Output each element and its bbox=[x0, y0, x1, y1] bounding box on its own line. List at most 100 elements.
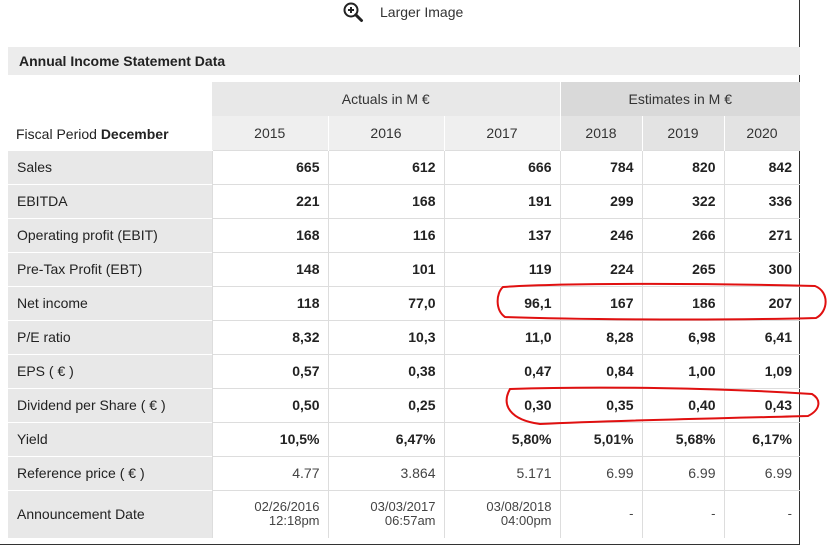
table-row: Pre-Tax Profit (EBT) 148 101 119 224 265… bbox=[8, 251, 800, 286]
cell-value: 820 bbox=[641, 149, 724, 184]
cell-value: 96,1 bbox=[443, 285, 560, 320]
cell-value: 8,32 bbox=[211, 319, 328, 354]
cell-value: 336 bbox=[723, 183, 800, 218]
cell-value: 6,47% bbox=[327, 421, 444, 456]
table-row: EPS ( € ) 0,57 0,38 0,47 0,84 1,00 1,09 bbox=[8, 353, 800, 388]
cell-value: 612 bbox=[327, 149, 444, 184]
announcement-date-cell: - bbox=[559, 489, 642, 538]
table-row: Yield 10,5% 6,47% 5,80% 5,01% 5,68% 6,17… bbox=[8, 421, 800, 456]
announcement-date-cell: - bbox=[723, 489, 800, 538]
cell-value: 1,09 bbox=[723, 353, 800, 388]
cell-value: 665 bbox=[211, 149, 328, 184]
row-label: Pre-Tax Profit (EBT) bbox=[8, 251, 212, 286]
cell-value: 0,38 bbox=[327, 353, 444, 388]
cell-value: 10,5% bbox=[211, 421, 328, 456]
cell-value: 0,47 bbox=[443, 353, 560, 388]
cell-value: 6.99 bbox=[723, 455, 800, 490]
cell-value: 101 bbox=[327, 251, 444, 286]
cell-value: 666 bbox=[443, 149, 560, 184]
cell-value: 6.99 bbox=[559, 455, 642, 490]
cell-value: 3.864 bbox=[327, 455, 444, 490]
row-label: Sales bbox=[8, 149, 212, 184]
cell-value: 842 bbox=[723, 149, 800, 184]
cell-value: 221 bbox=[211, 183, 328, 218]
year-header: 2015 bbox=[212, 116, 329, 150]
cell-value: 265 bbox=[641, 251, 724, 286]
cell-value: 77,0 bbox=[327, 285, 444, 320]
actuals-header: Actuals in M € bbox=[212, 82, 561, 116]
table-row: Reference price ( € ) 4.77 3.864 5.171 6… bbox=[8, 455, 800, 490]
income-statement-table: Fiscal Period December Actuals in M € Es… bbox=[8, 82, 801, 538]
cell-value: 10,3 bbox=[327, 319, 444, 354]
cell-value: 11,0 bbox=[443, 319, 560, 354]
cell-value: 167 bbox=[559, 285, 642, 320]
cell-value: 246 bbox=[559, 217, 642, 252]
table-row: Net income 118 77,0 96,1 167 186 207 bbox=[8, 285, 800, 320]
section-title: Annual Income Statement Data bbox=[8, 47, 800, 75]
row-label: P/E ratio bbox=[8, 319, 212, 354]
year-header: 2020 bbox=[724, 116, 801, 150]
cell-value: 6,41 bbox=[723, 319, 800, 354]
cell-value: 0,57 bbox=[211, 353, 328, 388]
cell-value: 0,40 bbox=[641, 387, 724, 422]
cell-value: 0,35 bbox=[559, 387, 642, 422]
cell-value: 186 bbox=[641, 285, 724, 320]
cell-value: 137 bbox=[443, 217, 560, 252]
row-label: EBITDA bbox=[8, 183, 212, 218]
cell-value: 266 bbox=[641, 217, 724, 252]
row-label: Yield bbox=[8, 421, 212, 456]
cell-value: 119 bbox=[443, 251, 560, 286]
cell-value: 5,68% bbox=[641, 421, 724, 456]
estimates-header: Estimates in M € bbox=[560, 82, 800, 116]
larger-image-link[interactable]: Larger Image bbox=[342, 0, 463, 24]
cell-value: 300 bbox=[723, 251, 800, 286]
cell-value: 0,30 bbox=[443, 387, 560, 422]
cell-value: 6.99 bbox=[641, 455, 724, 490]
row-label: Operating profit (EBIT) bbox=[8, 217, 212, 252]
fiscal-period-label: Fiscal Period December bbox=[8, 82, 212, 150]
cell-value: 6,17% bbox=[723, 421, 800, 456]
cell-value: 148 bbox=[211, 251, 328, 286]
year-header: 2018 bbox=[560, 116, 643, 150]
cell-value: 299 bbox=[559, 183, 642, 218]
cell-value: 0,43 bbox=[723, 387, 800, 422]
cell-value: 784 bbox=[559, 149, 642, 184]
announcement-date-cell: - bbox=[641, 489, 724, 538]
cell-value: 5,80% bbox=[443, 421, 560, 456]
year-header: 2019 bbox=[642, 116, 725, 150]
table-row: Sales 665 612 666 784 820 842 bbox=[8, 149, 800, 184]
top-bar: Larger Image bbox=[0, 0, 800, 40]
cell-value: 168 bbox=[327, 183, 444, 218]
cell-value: 191 bbox=[443, 183, 560, 218]
cell-value: 1,00 bbox=[641, 353, 724, 388]
table-row: EBITDA 221 168 191 299 322 336 bbox=[8, 183, 800, 218]
cell-value: 322 bbox=[641, 183, 724, 218]
row-label: Announcement Date bbox=[8, 489, 212, 538]
table-row: P/E ratio 8,32 10,3 11,0 8,28 6,98 6,41 bbox=[8, 319, 800, 354]
cell-value: 0,50 bbox=[211, 387, 328, 422]
larger-image-label: Larger Image bbox=[380, 4, 464, 20]
cell-value: 116 bbox=[327, 217, 444, 252]
cell-value: 5,01% bbox=[559, 421, 642, 456]
announcement-date-cell: 02/26/2016 12:18pm bbox=[211, 489, 328, 538]
table-row: Announcement Date 02/26/2016 12:18pm 03/0… bbox=[8, 489, 800, 538]
cell-value: 0,25 bbox=[327, 387, 444, 422]
year-header: 2016 bbox=[328, 116, 445, 150]
row-label: Reference price ( € ) bbox=[8, 455, 212, 490]
cell-value: 6,98 bbox=[641, 319, 724, 354]
table-row: Dividend per Share ( € ) 0,50 0,25 0,30 … bbox=[8, 387, 800, 422]
cell-value: 118 bbox=[211, 285, 328, 320]
cell-value: 271 bbox=[723, 217, 800, 252]
cell-value: 4.77 bbox=[211, 455, 328, 490]
announcement-date-cell: 03/03/2017 06:57am bbox=[327, 489, 444, 538]
cell-value: 8,28 bbox=[559, 319, 642, 354]
row-label: Net income bbox=[8, 285, 212, 320]
row-label: Dividend per Share ( € ) bbox=[8, 387, 212, 422]
cell-value: 224 bbox=[559, 251, 642, 286]
cell-value: 207 bbox=[723, 285, 800, 320]
year-header: 2017 bbox=[444, 116, 561, 150]
table-row: Operating profit (EBIT) 168 116 137 246 … bbox=[8, 217, 800, 252]
cell-value: 168 bbox=[211, 217, 328, 252]
row-label: EPS ( € ) bbox=[8, 353, 212, 388]
cell-value: 0,84 bbox=[559, 353, 642, 388]
